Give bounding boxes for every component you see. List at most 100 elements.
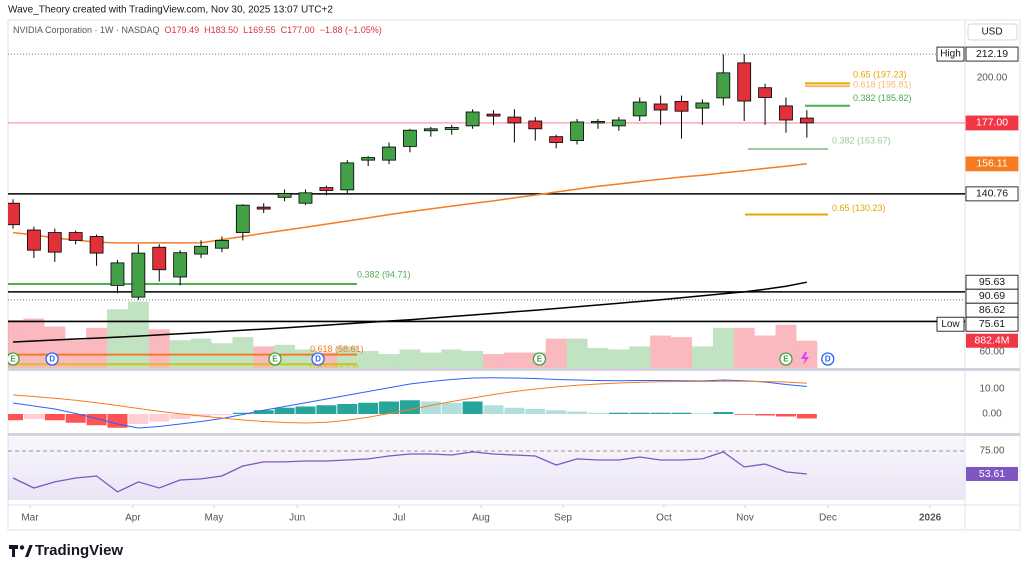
x-tick-label: Jun <box>289 513 305 524</box>
volume-bar <box>650 335 672 368</box>
candle-body <box>131 252 146 298</box>
macd-histogram-bar <box>546 410 567 414</box>
candle-body <box>382 146 396 161</box>
price-label-box <box>965 115 1019 131</box>
price-label-box <box>965 186 1019 202</box>
price-label: 140.76 <box>976 188 1008 200</box>
candle-body <box>215 239 229 249</box>
candle-body <box>8 202 20 226</box>
symbol: NVIDIA Corporation · 1W · NASDAQ <box>13 25 160 35</box>
candle-body <box>89 236 104 254</box>
price-label: 90.69 <box>979 290 1005 302</box>
macd-histogram-bar <box>86 414 107 426</box>
macd-histogram-bar <box>253 410 274 414</box>
event-marker[interactable] <box>779 352 793 366</box>
macd-histogram-bar <box>316 405 337 414</box>
volume-bar <box>357 351 379 368</box>
macd-histogram-bar <box>671 412 692 414</box>
macd-histogram-bar <box>337 404 358 414</box>
macd-histogram-bar <box>629 412 650 414</box>
event-marker[interactable] <box>311 352 325 366</box>
fib-label: 0.65 (130.23) <box>832 203 886 213</box>
event-label: E <box>10 355 16 364</box>
volume-bar <box>399 349 421 368</box>
price-tag: Low <box>941 319 960 330</box>
candle-body <box>194 245 208 255</box>
event-marker[interactable] <box>7 352 20 366</box>
volume-bar <box>107 309 128 368</box>
volume-bar <box>587 347 609 368</box>
candle-body <box>110 262 125 286</box>
macd-histogram-bar <box>211 414 232 416</box>
candle-body <box>716 72 731 99</box>
macd-histogram-bar <box>692 413 713 414</box>
volume-bar <box>733 327 755 368</box>
candle-body <box>591 120 605 124</box>
candle-body <box>173 252 188 278</box>
volume-label-box <box>966 333 1018 348</box>
event-label: D <box>825 355 831 364</box>
macd-histogram-bar <box>734 414 755 415</box>
volume-label: 882.4M <box>974 335 1009 347</box>
macd-histogram-bar <box>775 414 796 417</box>
candle-body <box>27 229 41 251</box>
macd-histogram-bar <box>587 412 608 414</box>
x-tick-label: 2026 <box>919 513 942 524</box>
macd-histogram-bar <box>399 400 420 414</box>
candle-body <box>256 206 271 210</box>
ohlc-value: O179.49 <box>165 25 200 35</box>
volume-bar <box>127 301 149 368</box>
candle-body <box>444 127 459 130</box>
candle-body <box>152 246 167 271</box>
volume-bar <box>712 327 734 368</box>
credit: Wave_Theory created with TradingView.com… <box>8 5 333 16</box>
macd-histogram-bar <box>149 414 170 422</box>
candle-body <box>507 116 522 124</box>
pane-separator <box>8 433 1020 436</box>
volume-bar <box>86 327 108 368</box>
price-tag-box <box>936 46 965 62</box>
macd-histogram-bar <box>608 412 629 414</box>
x-tick-label: Sep <box>554 513 572 524</box>
candle-body <box>611 119 626 127</box>
candle-body <box>403 129 417 147</box>
event-marker[interactable] <box>532 352 547 366</box>
event-marker[interactable] <box>268 352 282 366</box>
event-marker[interactable] <box>45 352 59 366</box>
candle-body <box>779 105 793 121</box>
x-tick-label: Nov <box>736 513 754 524</box>
x-tick-label: Aug <box>472 513 490 524</box>
price-label-box <box>965 156 1019 172</box>
candle-body <box>632 101 647 117</box>
currency-button[interactable] <box>967 23 1018 41</box>
brand-logo <box>9 545 33 557</box>
macd-histogram-bar <box>483 405 504 414</box>
macd-histogram-bar <box>128 414 149 424</box>
candle-body <box>653 103 668 111</box>
candle-body <box>340 162 355 191</box>
macd-histogram-bar <box>23 414 44 419</box>
rsi-label: 53.61 <box>979 468 1005 480</box>
event-label: E <box>537 355 543 364</box>
event-label: E <box>783 355 789 364</box>
volume-bar <box>336 346 358 368</box>
candle-body <box>486 113 501 117</box>
candle-body <box>528 120 543 130</box>
macd-histogram-bar <box>274 407 295 414</box>
volume-bar <box>441 349 463 368</box>
candle-body <box>361 157 376 161</box>
rsi-tick-label: 75.00 <box>979 446 1004 457</box>
macd-histogram-bar <box>796 414 817 419</box>
event-label: D <box>49 355 55 364</box>
ohlc-value: H183.50 <box>204 25 238 35</box>
macd-histogram-bar <box>107 414 128 428</box>
x-tick-label: May <box>205 513 224 524</box>
fib-label: 0.618 (58.61) <box>310 344 364 354</box>
price-label: 95.63 <box>979 276 1005 288</box>
currency[interactable]: USD <box>981 27 1002 38</box>
event-marker[interactable] <box>821 352 835 366</box>
x-tick-label: Jul <box>393 513 406 524</box>
macd-histogram-bar <box>650 412 671 414</box>
volume-bar <box>608 349 630 368</box>
price-label: 86.62 <box>979 304 1005 316</box>
